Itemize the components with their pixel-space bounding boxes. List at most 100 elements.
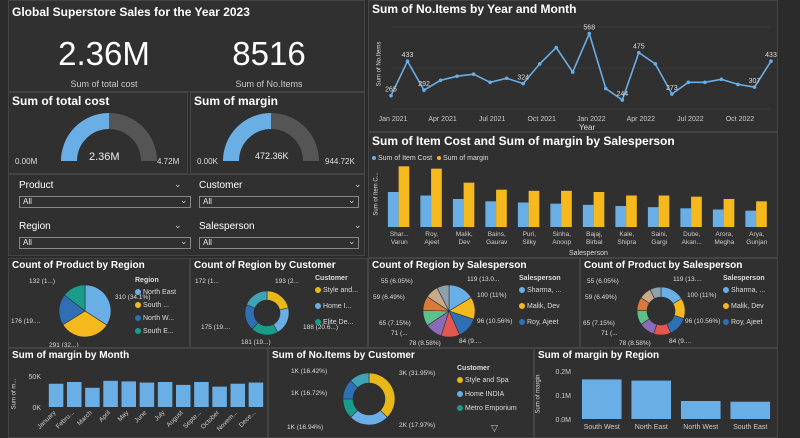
x-tick-label: Birbal: [586, 239, 603, 246]
bar-item-cost: [387, 192, 399, 227]
legend-dot: [437, 156, 441, 161]
chevron-down-icon[interactable]: ⌄: [348, 236, 356, 246]
data-point: [603, 86, 608, 91]
gauge-total-cost-panel: Sum of total cost 2.36M 0.00M 4.72M: [8, 92, 188, 174]
bar: [139, 382, 155, 407]
bar-item-cost: [680, 208, 692, 227]
slice-label: 291 (32...): [49, 342, 79, 348]
slice-label: 1K (16.42%): [291, 368, 327, 375]
legend-item: North East: [135, 289, 176, 296]
chevron-down-icon[interactable]: ⌄: [174, 179, 182, 189]
slice-label: 96 (10.56%): [477, 318, 512, 325]
pie-slice: [350, 409, 388, 426]
data-point: [570, 70, 575, 74]
data-point: [521, 81, 525, 86]
bar: [248, 382, 264, 407]
x-tick-label: Shar...: [390, 231, 409, 238]
bar-margin: [723, 199, 735, 227]
legend-dot: [315, 287, 321, 294]
legend-title: Region: [135, 277, 159, 284]
legend-label: North W...: [143, 315, 175, 322]
bar-item-cost: [485, 201, 497, 227]
x-tick-label: North East: [635, 424, 668, 431]
bar: [103, 380, 118, 407]
legend-label: South E...: [143, 328, 174, 335]
gauge-margin-min: 0.00K: [197, 157, 218, 166]
gauge-fill: [61, 113, 110, 162]
data-point: [389, 93, 393, 98]
legend-item: Home I...: [315, 303, 351, 310]
gauge-fill: [223, 113, 272, 162]
x-tick-label: Jan 2021: [379, 116, 408, 123]
data-point: [736, 82, 740, 87]
legend-dot: [135, 328, 141, 335]
legend-scroll-down-icon[interactable]: ▽: [491, 423, 498, 433]
chevron-down-icon[interactable]: ⌄: [354, 220, 362, 230]
bar-margin: [658, 195, 670, 227]
bar: [157, 381, 173, 407]
x-tick-label: May: [117, 409, 131, 423]
data-point: [637, 50, 641, 55]
donut-region-customer: 193 (2... 188 (20.6...) 181 (19...) 175 (19…: [195, 278, 338, 346]
data-label: 433: [765, 52, 777, 59]
data-label: 475: [633, 44, 645, 51]
salesperson-dropdown[interactable]: All: [199, 237, 359, 249]
legend-dot: [315, 319, 321, 326]
x-tick-label: Ajeet: [424, 239, 439, 246]
legend-dot: [723, 319, 729, 326]
bar-salesperson-panel: Sum of Item Cost and Sum of margin by Sa…: [368, 132, 778, 258]
data-point: [769, 59, 773, 64]
bar-month-ylabel: Sum of m...: [11, 378, 18, 410]
bar-margin: [398, 166, 410, 227]
slice-label: 119 (13.0...: [467, 276, 500, 283]
x-tick-label: Bajaj,: [586, 231, 602, 238]
legend-dot: [457, 391, 463, 398]
bar-margin: [528, 190, 540, 227]
line-chart-title: Sum of No.Items by Year and Month: [372, 2, 577, 16]
x-tick-label: Dece...: [238, 409, 258, 429]
data-point: [438, 78, 443, 83]
data-point: [620, 98, 625, 102]
chevron-down-icon[interactable]: ⌄: [180, 195, 188, 205]
bar-margin: [691, 196, 702, 227]
data-label: 568: [583, 25, 595, 32]
total-cost-label: Sum of total cost: [70, 79, 138, 89]
chevron-down-icon[interactable]: ⌄: [348, 195, 356, 205]
legend-item: Style and Spa: [457, 377, 509, 384]
y-tick-label: 50K: [29, 374, 42, 381]
gauge-margin-title: Sum of margin: [194, 94, 279, 108]
bar-item-cost: [712, 209, 724, 227]
chevron-down-icon[interactable]: ⌄: [354, 179, 362, 189]
legend-label: Home I...: [323, 303, 352, 310]
legend-item: Style and...: [315, 287, 358, 294]
product-dropdown[interactable]: All: [19, 196, 191, 208]
legend-label: Metro Emporium: [465, 405, 517, 412]
legend-label: Elite De...: [323, 319, 354, 326]
data-label: 307: [749, 78, 761, 85]
legend-item: Malik, Dev: [519, 303, 560, 310]
legend-item-margin: Sum of margin: [437, 155, 489, 162]
legend-dot: [372, 156, 376, 161]
line-chart-panel: Sum of No.Items by Year and Month 265 433…: [368, 0, 778, 132]
legend-label: Sum of Item Cost: [378, 155, 433, 162]
chevron-down-icon[interactable]: ⌄: [174, 220, 182, 230]
legend-label: Sum of margin: [443, 155, 489, 162]
legend-label: Style and Spa: [465, 377, 509, 384]
customer-dropdown[interactable]: All: [199, 196, 359, 208]
slice-label: 1K (16.94%): [287, 424, 323, 431]
data-label: 265: [385, 87, 397, 94]
donut-product-salesperson-panel: Count of Product by Salesperson 119 (13.…: [580, 258, 778, 348]
chevron-down-icon[interactable]: ⌄: [180, 236, 188, 246]
slice-label: 2K (17.97%): [399, 422, 435, 429]
series-line: [390, 31, 772, 102]
region-dropdown[interactable]: All: [19, 237, 191, 249]
bar-month-panel: Sum of margin by Month 50K 0K January Febru…: [8, 348, 268, 438]
x-tick-label: Febru...: [55, 409, 76, 430]
x-tick-label: Gargi: [651, 239, 667, 246]
x-tick-label: Apr 2022: [627, 116, 656, 123]
slice-label: 100 (11%): [477, 292, 507, 299]
legend-dot: [519, 319, 525, 326]
data-point: [488, 80, 492, 85]
pie-slice: [350, 372, 370, 389]
legend-label: Malik, Dev: [527, 303, 560, 310]
